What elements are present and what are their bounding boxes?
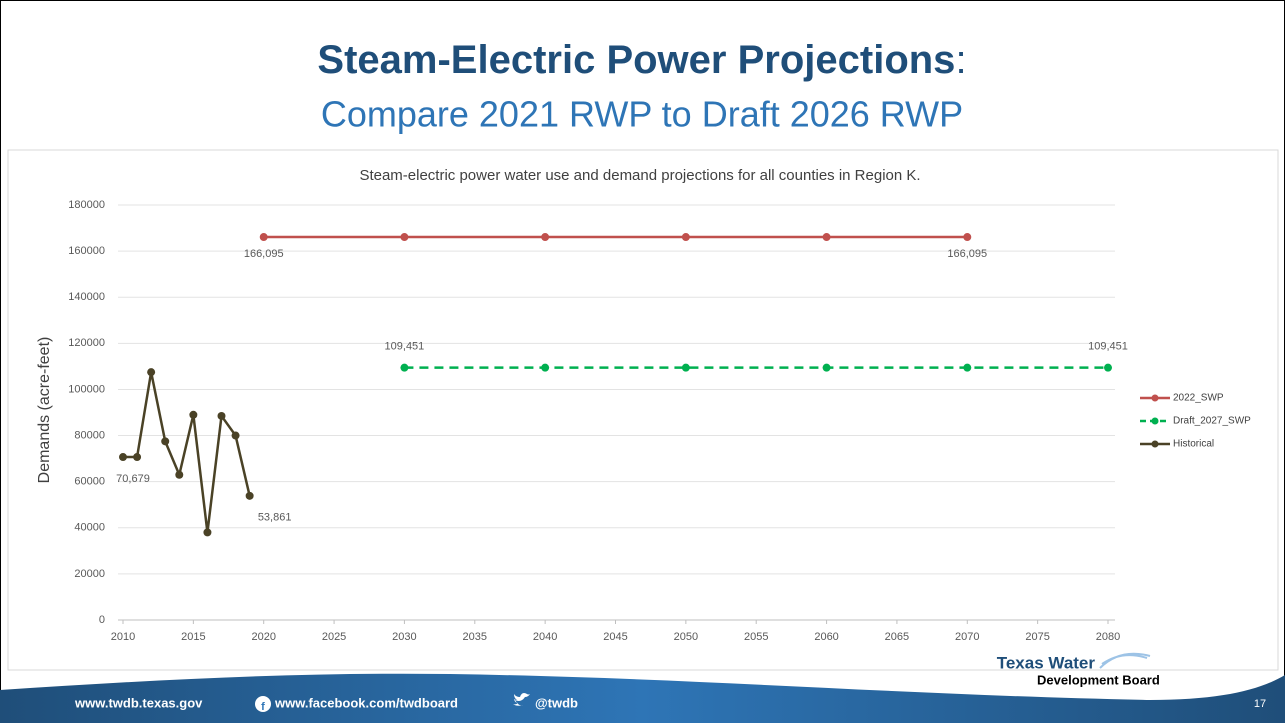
- footer-facebook: www.facebook.com/twdboard: [274, 695, 458, 710]
- page-number: 17: [1254, 698, 1266, 710]
- data-point: [231, 431, 240, 440]
- logo-top: Texas Water: [997, 653, 1096, 672]
- data-label: 166,095: [244, 248, 284, 260]
- data-point: [1104, 363, 1112, 372]
- data-point: [400, 363, 409, 372]
- legend-marker: [1151, 417, 1159, 425]
- data-point: [822, 363, 831, 372]
- data-point: [119, 453, 127, 462]
- x-tick-label: 2065: [885, 631, 909, 643]
- footer-website: www.twdb.texas.gov: [74, 695, 203, 710]
- data-point: [175, 470, 184, 479]
- facebook-glyph: f: [261, 701, 265, 713]
- x-tick-label: 2045: [603, 631, 627, 643]
- data-point: [245, 491, 254, 500]
- y-tick-label: 60000: [74, 476, 105, 488]
- x-tick-label: 2055: [744, 631, 768, 643]
- x-tick-label: 2070: [955, 631, 979, 643]
- data-point: [681, 363, 690, 372]
- x-tick-label: 2050: [674, 631, 698, 643]
- data-point: [203, 528, 212, 537]
- legend-label: 2022_SWP: [1173, 393, 1224, 404]
- facebook-icon: [255, 696, 271, 712]
- slide-subtitle: Compare 2021 RWP to Draft 2026 RWP: [321, 94, 963, 135]
- x-tick-label: 2035: [463, 631, 487, 643]
- footer-band: [0, 673, 1285, 723]
- y-tick-label: 160000: [68, 245, 105, 257]
- x-tick-label: 2015: [181, 631, 205, 643]
- x-tick-label: 2025: [322, 631, 346, 643]
- y-tick-label: 20000: [74, 568, 105, 580]
- y-tick-label: 40000: [74, 522, 105, 534]
- logo-bottom: Development Board: [1037, 672, 1160, 687]
- x-tick-label: 2030: [392, 631, 416, 643]
- x-tick-label: 2010: [111, 631, 135, 643]
- data-point: [822, 233, 831, 242]
- legend-marker: [1151, 394, 1159, 402]
- data-point: [400, 233, 409, 242]
- y-tick-label: 80000: [74, 429, 105, 441]
- footer-twitter: @twdb: [535, 695, 578, 710]
- x-tick-label: 2075: [1025, 631, 1049, 643]
- y-tick-label: 180000: [68, 199, 105, 211]
- data-label: 70,679: [116, 473, 150, 485]
- legend-label: Historical: [1173, 439, 1214, 450]
- data-point: [681, 233, 690, 242]
- x-tick-label: 2080: [1096, 631, 1120, 643]
- y-tick-label: 0: [99, 614, 105, 626]
- legend-label: Draft_2027_SWP: [1173, 416, 1251, 427]
- data-point: [217, 411, 226, 420]
- y-tick-label: 140000: [68, 291, 105, 303]
- data-point: [259, 233, 268, 242]
- title-main: Steam-Electric Power Projections: [317, 38, 955, 82]
- y-axis-label: Demands (acre-feet): [36, 337, 53, 484]
- data-point: [133, 453, 142, 462]
- data-point: [541, 233, 550, 242]
- data-point: [963, 233, 972, 242]
- y-tick-label: 100000: [68, 383, 105, 395]
- series-line: [123, 371, 251, 533]
- data-point: [963, 363, 972, 372]
- data-point: [541, 363, 550, 372]
- data-point: [147, 368, 156, 377]
- twitter-icon: [513, 693, 530, 706]
- data-point: [161, 437, 170, 446]
- data-label: 166,095: [947, 248, 987, 260]
- legend-marker: [1151, 440, 1159, 448]
- x-tick-label: 2060: [814, 631, 838, 643]
- x-tick-label: 2020: [251, 631, 275, 643]
- logo-wave: [1099, 652, 1151, 669]
- y-tick-label: 120000: [68, 337, 105, 349]
- data-label: 53,861: [258, 512, 292, 524]
- data-label: 109,451: [1088, 341, 1128, 353]
- slide-title: Steam-Electric Power Projections:: [317, 38, 966, 82]
- x-tick-label: 2040: [533, 631, 557, 643]
- chart-title: Steam-electric power water use and deman…: [359, 167, 920, 184]
- title-suffix: :: [955, 38, 966, 82]
- data-point: [189, 410, 198, 419]
- data-label: 109,451: [385, 341, 425, 353]
- chart-frame: [7, 149, 1279, 671]
